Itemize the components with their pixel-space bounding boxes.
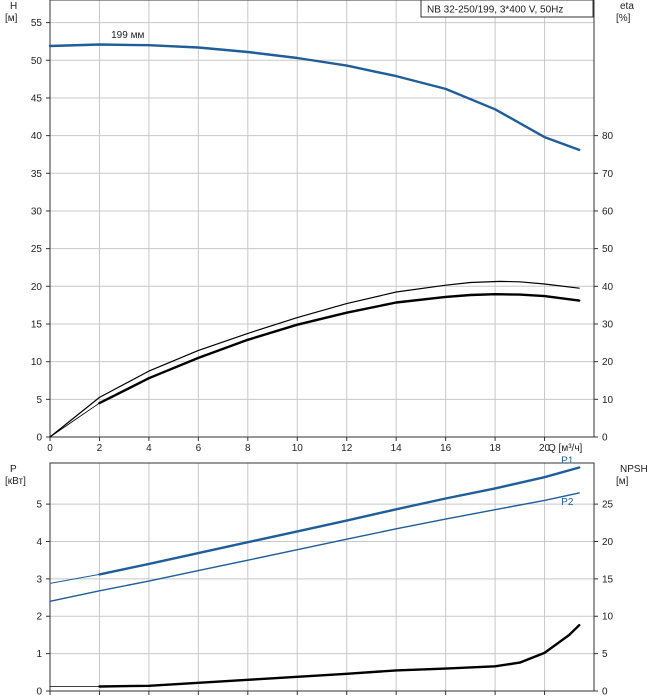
- left-axis-unit: [кВт]: [5, 476, 26, 487]
- y-tick-label: 15: [31, 319, 43, 330]
- y-tick-label: 2: [36, 612, 42, 623]
- series-line: [49, 402, 100, 438]
- y2-tick-label: 30: [602, 319, 614, 330]
- x-tick-label: 20: [539, 443, 551, 454]
- y2-tick-label: 25: [602, 500, 614, 511]
- y-tick-label: 20: [31, 282, 43, 293]
- right-axis-unit: [м]: [616, 476, 629, 487]
- bottom-chart-series: [49, 466, 581, 688]
- series-line: [49, 492, 580, 602]
- y2-tick-label: 20: [602, 357, 614, 368]
- x-tick-label: 16: [440, 443, 452, 454]
- series-line: [48, 43, 581, 152]
- y-tick-label: 30: [31, 206, 43, 217]
- y2-tick-label: 60: [602, 206, 614, 217]
- y-tick-label: 35: [31, 169, 43, 180]
- y2-tick-label: 0: [602, 687, 608, 698]
- y-tick-label: 10: [31, 357, 43, 368]
- right-axis-label: NPSH: [620, 464, 648, 475]
- top-chart-grid: [46, 0, 598, 441]
- x-tick-label: 10: [292, 443, 304, 454]
- y-tick-label: 45: [31, 93, 43, 104]
- y-tick-label: 0: [36, 687, 42, 698]
- x-tick-label: 6: [196, 443, 202, 454]
- y-tick-label: 1: [36, 649, 42, 660]
- y2-tick-label: 0: [602, 433, 608, 444]
- left-axis-label: H: [10, 1, 17, 12]
- series-line: [98, 466, 581, 576]
- x-tick-label: 12: [341, 443, 353, 454]
- top-chart-series: [48, 43, 581, 438]
- x-tick-label: 0: [47, 443, 53, 454]
- y2-tick-label: 80: [602, 131, 614, 142]
- y-tick-label: 0: [36, 433, 42, 444]
- x-axis-label: Q [м³/ч]: [548, 443, 583, 454]
- bottom-chart-grid: [46, 462, 598, 695]
- chart-labels: 0 2 4 6 8 10 12 14 16 18 2005101520253035404550550…: [5, 1, 648, 698]
- plot-frame: [49, 0, 595, 438]
- x-tick-label: 18: [490, 443, 502, 454]
- y-tick-label: 55: [31, 18, 43, 29]
- y2-tick-label: 20: [602, 537, 614, 548]
- y2-tick-label: 50: [602, 244, 614, 255]
- title-box-text: NB 32-250/199, 3*400 V, 50Hz: [427, 5, 563, 16]
- x-tick-label: 14: [391, 443, 403, 454]
- y-tick-label: 3: [36, 574, 42, 585]
- left-axis-label: P: [10, 464, 17, 475]
- series-label: P1: [561, 455, 574, 466]
- series-line: [98, 624, 581, 688]
- series-line: [49, 280, 580, 438]
- y2-tick-label: 10: [602, 395, 614, 406]
- y2-tick-label: 5: [602, 649, 608, 660]
- y-tick-label: 5: [36, 500, 42, 511]
- y-tick-label: 25: [31, 244, 43, 255]
- y2-tick-label: 15: [602, 574, 614, 585]
- y-tick-label: 40: [31, 131, 43, 142]
- right-axis-unit: [%]: [616, 13, 631, 24]
- series-line: [98, 293, 581, 405]
- y-tick-label: 4: [36, 537, 42, 548]
- x-tick-label: 8: [245, 443, 251, 454]
- y2-tick-label: 70: [602, 169, 614, 180]
- left-axis-unit: [м]: [5, 13, 18, 24]
- y-tick-label: 5: [36, 395, 42, 406]
- series-label: P2: [561, 497, 574, 508]
- y2-tick-label: 10: [602, 612, 614, 623]
- title-box-border: [420, 0, 594, 18]
- curve-annotation: 199 мм: [111, 30, 144, 41]
- series-line: [49, 44, 100, 47]
- right-axis-label: eta: [620, 1, 634, 12]
- y2-tick-label: 40: [602, 282, 614, 293]
- series-line: [49, 573, 100, 584]
- plot-frame: [49, 462, 595, 692]
- x-tick-label: 2: [97, 443, 103, 454]
- x-tick-label: 4: [146, 443, 152, 454]
- y-tick-label: 50: [31, 56, 43, 67]
